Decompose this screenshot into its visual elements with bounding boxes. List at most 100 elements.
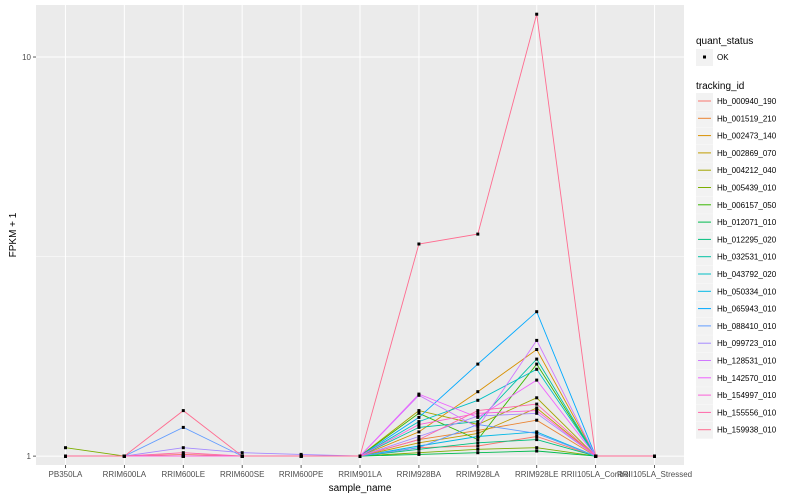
x-tick-label: RRIM600LA (103, 470, 147, 479)
legend-label-Hb_043792_020: Hb_043792_020 (717, 270, 777, 279)
x-tick-label: RRIM600SE (220, 470, 264, 479)
x-tick-label: RRII105LA_Control (561, 470, 631, 479)
y-tick-label: 10 (22, 53, 31, 62)
data-point (476, 409, 480, 413)
legend-title-quant-status: quant_status (696, 36, 753, 47)
data-point (181, 409, 185, 413)
data-point (299, 454, 303, 458)
x-tick-label: RRIM600LE (161, 470, 205, 479)
x-tick-label: RRIM600PE (279, 470, 323, 479)
data-point (417, 452, 421, 456)
data-point (417, 411, 421, 415)
x-tick-label: PB350LA (49, 470, 83, 479)
data-point (476, 362, 480, 366)
data-point (476, 444, 480, 448)
data-point (535, 402, 539, 406)
data-point (181, 446, 185, 450)
data-point (535, 12, 539, 16)
x-tick-label: RRIM901LA (338, 470, 382, 479)
data-point (535, 409, 539, 413)
data-point (417, 425, 421, 429)
y-ticks: 1 10 (22, 53, 36, 461)
x-ticks: PB350LA RRIM600LA RRIM600LE RRIM600SE RRIM60… (49, 465, 692, 479)
data-point (64, 454, 67, 458)
data-point (417, 447, 421, 451)
data-point (535, 396, 539, 400)
data-point (476, 232, 480, 236)
data-point (535, 418, 539, 422)
data-point (476, 447, 480, 451)
data-point (535, 357, 539, 361)
data-point (594, 454, 598, 458)
data-point (476, 431, 480, 435)
legend-label-Hb_032531_010: Hb_032531_010 (717, 253, 777, 262)
data-point (476, 441, 480, 445)
legend-label-Hb_002473_140: Hb_002473_140 (717, 132, 777, 141)
points-layer (64, 12, 656, 458)
data-point (240, 454, 244, 458)
legend-label-Hb_154997_010: Hb_154997_010 (717, 391, 777, 400)
data-point (476, 423, 480, 426)
legend-label-Hb_012295_020: Hb_012295_020 (717, 235, 777, 244)
data-point (535, 411, 539, 415)
data-point (476, 451, 480, 455)
legend-label-Hb_006157_050: Hb_006157_050 (717, 201, 777, 210)
data-point (417, 438, 421, 442)
legend-label-Hb_050334_010: Hb_050334_010 (717, 287, 777, 296)
data-point (476, 435, 480, 438)
data-point (417, 392, 421, 396)
data-point (535, 362, 539, 366)
data-point (181, 425, 185, 429)
x-tick-label: RRIM928LA (456, 470, 500, 479)
data-point (417, 423, 421, 426)
data-point (476, 438, 480, 442)
data-point (476, 411, 480, 415)
data-point (535, 338, 539, 342)
data-point (535, 406, 539, 410)
data-point (535, 348, 539, 351)
data-point (535, 438, 539, 442)
y-tick-label: 1 (27, 452, 32, 461)
data-point (181, 451, 185, 455)
legend-label-Hb_159938_010: Hb_159938_010 (717, 426, 777, 435)
data-point (64, 446, 67, 450)
data-point (417, 446, 421, 450)
x-axis-title: sample_name (329, 483, 392, 494)
data-point (417, 430, 421, 434)
data-point (653, 454, 656, 458)
legend-label-Hb_012071_010: Hb_012071_010 (717, 218, 777, 227)
legend-title-tracking-id: tracking_id (696, 81, 744, 92)
legend-point-symbol (703, 55, 706, 59)
data-point (476, 390, 480, 394)
data-point (476, 428, 480, 432)
data-point (535, 431, 539, 435)
legend-label-Hb_002869_070: Hb_002869_070 (717, 149, 777, 158)
data-point (535, 446, 539, 450)
data-point (240, 451, 244, 455)
legend-label-Hb_005439_010: Hb_005439_010 (717, 184, 777, 193)
data-point (535, 367, 539, 371)
data-point (535, 310, 539, 314)
legend-label-Hb_128531_010: Hb_128531_010 (717, 357, 777, 366)
data-point (535, 435, 539, 438)
data-point (122, 454, 126, 458)
legend-label-Hb_088410_010: Hb_088410_010 (717, 322, 777, 331)
y-axis-title: FPKM + 1 (8, 212, 19, 257)
data-point (417, 435, 421, 438)
legend-label-Hb_142570_010: Hb_142570_010 (717, 374, 777, 383)
legend: quant_status OK tracking_id Hb_000940_190 Hb… (696, 36, 777, 439)
data-point (417, 420, 421, 424)
data-point (181, 454, 185, 458)
data-point (417, 451, 421, 455)
data-point (476, 398, 480, 402)
data-point (535, 449, 539, 453)
legend-label-Hb_004212_040: Hb_004212_040 (717, 166, 777, 175)
data-point (535, 378, 539, 382)
data-point (181, 452, 185, 456)
legend-label-ok: OK (717, 53, 729, 62)
legend-label-Hb_155556_010: Hb_155556_010 (717, 408, 777, 417)
data-point (299, 452, 303, 456)
legend-label-Hb_065943_010: Hb_065943_010 (717, 305, 777, 314)
legend-label-Hb_000940_190: Hb_000940_190 (717, 97, 777, 106)
